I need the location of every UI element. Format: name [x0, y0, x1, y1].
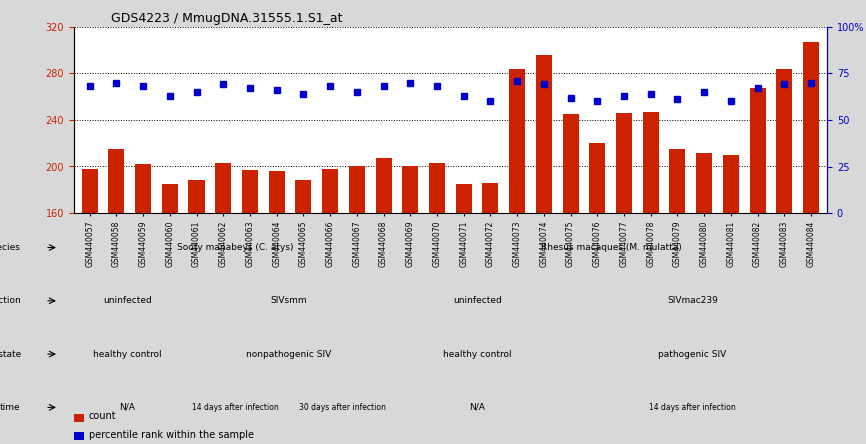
Text: SIVsmm: SIVsmm [270, 296, 307, 305]
Bar [643, 112, 659, 213]
Text: pathogenic SIV: pathogenic SIV [658, 349, 727, 359]
Text: Sooty manabeys (C. atys): Sooty manabeys (C. atys) [177, 243, 294, 252]
Bar [74, 414, 85, 421]
Bar [376, 159, 391, 213]
Text: 14 days after infection: 14 days after infection [650, 403, 736, 412]
Bar [74, 432, 85, 440]
Bar [402, 166, 418, 213]
Bar [81, 169, 98, 213]
Bar [482, 183, 499, 213]
Bar [108, 149, 125, 213]
Bar [803, 42, 819, 213]
Text: uninfected: uninfected [103, 296, 152, 305]
Text: N/A: N/A [120, 403, 135, 412]
Bar [669, 149, 685, 213]
Text: 14 days after infection: 14 days after infection [191, 403, 279, 412]
Bar [242, 170, 258, 213]
Text: time: time [0, 403, 21, 412]
Bar [750, 88, 766, 213]
Bar [162, 184, 178, 213]
Bar [268, 171, 285, 213]
Bar [616, 113, 632, 213]
Text: disease state: disease state [0, 349, 21, 359]
Bar [536, 55, 552, 213]
Text: SIVmac239: SIVmac239 [667, 296, 718, 305]
Bar [322, 169, 338, 213]
Text: uninfected: uninfected [453, 296, 501, 305]
Text: healthy control: healthy control [94, 349, 162, 359]
Text: species: species [0, 243, 21, 252]
Text: N/A: N/A [469, 403, 485, 412]
Bar [429, 163, 445, 213]
Bar [563, 114, 578, 213]
Bar [135, 164, 151, 213]
Text: healthy control: healthy control [443, 349, 512, 359]
Bar [696, 153, 712, 213]
Bar [216, 163, 231, 213]
Bar [189, 181, 204, 213]
Text: infection: infection [0, 296, 21, 305]
Text: nonpathogenic SIV: nonpathogenic SIV [246, 349, 332, 359]
Bar [776, 69, 792, 213]
Text: count: count [88, 411, 116, 421]
Bar [349, 166, 365, 213]
Bar [456, 184, 472, 213]
Bar [723, 155, 739, 213]
Text: 30 days after infection: 30 days after infection [300, 403, 386, 412]
Bar [589, 143, 605, 213]
Text: Rhesus macaques (M. mulatta): Rhesus macaques (M. mulatta) [541, 243, 682, 252]
Bar [509, 69, 525, 213]
Text: percentile rank within the sample: percentile rank within the sample [88, 430, 254, 440]
Text: GDS4223 / MmugDNA.31555.1.S1_at: GDS4223 / MmugDNA.31555.1.S1_at [111, 12, 343, 25]
Bar [295, 181, 312, 213]
